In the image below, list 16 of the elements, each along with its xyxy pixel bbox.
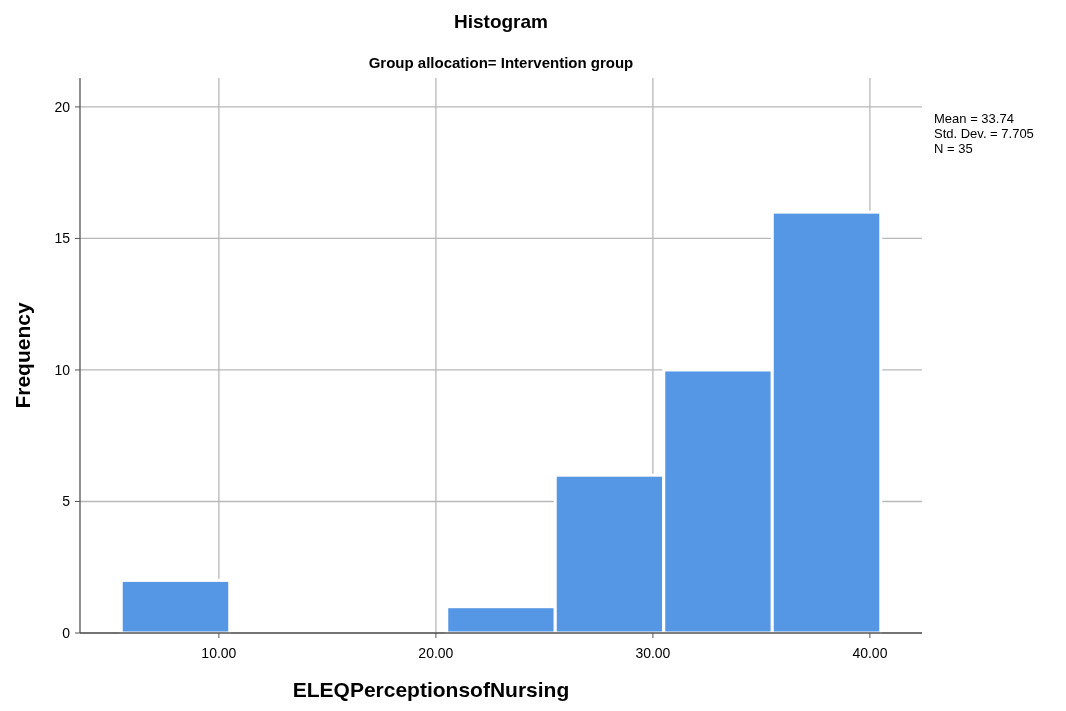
x-axis-title: ELEQPerceptionsofNursing xyxy=(292,678,570,701)
text: Std. Dev. = 7.705 xyxy=(934,126,1034,141)
x-tick-label: 40.00 xyxy=(852,645,888,661)
x-tick-label: 10.00 xyxy=(201,645,237,661)
x-tick-label: 20.00 xyxy=(418,645,454,661)
y-tick-label: 0 xyxy=(62,624,71,641)
y-tick-label: 10 xyxy=(54,361,71,378)
y-tick-label: 20 xyxy=(54,98,71,115)
x-tick-label: 30.00 xyxy=(635,645,671,661)
y-tick-label: 15 xyxy=(54,230,71,247)
y-axis-title: Frequency xyxy=(11,302,34,409)
y-tick-label: 5 xyxy=(62,493,71,510)
chart-title: Histogram xyxy=(454,11,548,32)
text: Mean = 33.74 xyxy=(934,111,1014,126)
chart-subtitle: Group allocation= Intervention group xyxy=(368,54,634,71)
text: N = 35 xyxy=(934,141,973,156)
